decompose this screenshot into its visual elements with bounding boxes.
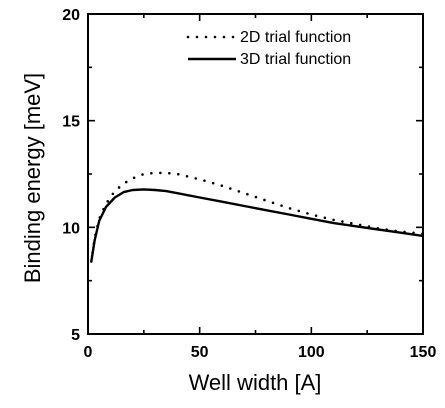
y-axis-label: Binding energy [meV] <box>20 73 45 283</box>
y-tick-label: 20 <box>62 7 80 24</box>
legend-label-1: 2D trial function <box>240 29 351 46</box>
series-layer <box>90 171 425 263</box>
x-axis-label: Well width [A] <box>189 370 322 395</box>
legend: 2D trial function 3D trial function <box>186 29 351 68</box>
axes: 0 50 100 150 5 10 15 20 <box>62 7 436 361</box>
y-tick-label: 10 <box>62 220 80 237</box>
x-tick-label: 150 <box>410 344 437 361</box>
x-tick-label: 100 <box>298 344 325 361</box>
y-tick-label: 15 <box>62 114 80 131</box>
x-tick-label: 50 <box>191 344 209 361</box>
legend-label-2: 3D trial function <box>240 51 351 68</box>
series-line-1 <box>90 171 425 263</box>
y-tick-label: 5 <box>71 327 80 344</box>
series-line-2 <box>90 188 424 262</box>
x-tick-label: 0 <box>84 344 93 361</box>
